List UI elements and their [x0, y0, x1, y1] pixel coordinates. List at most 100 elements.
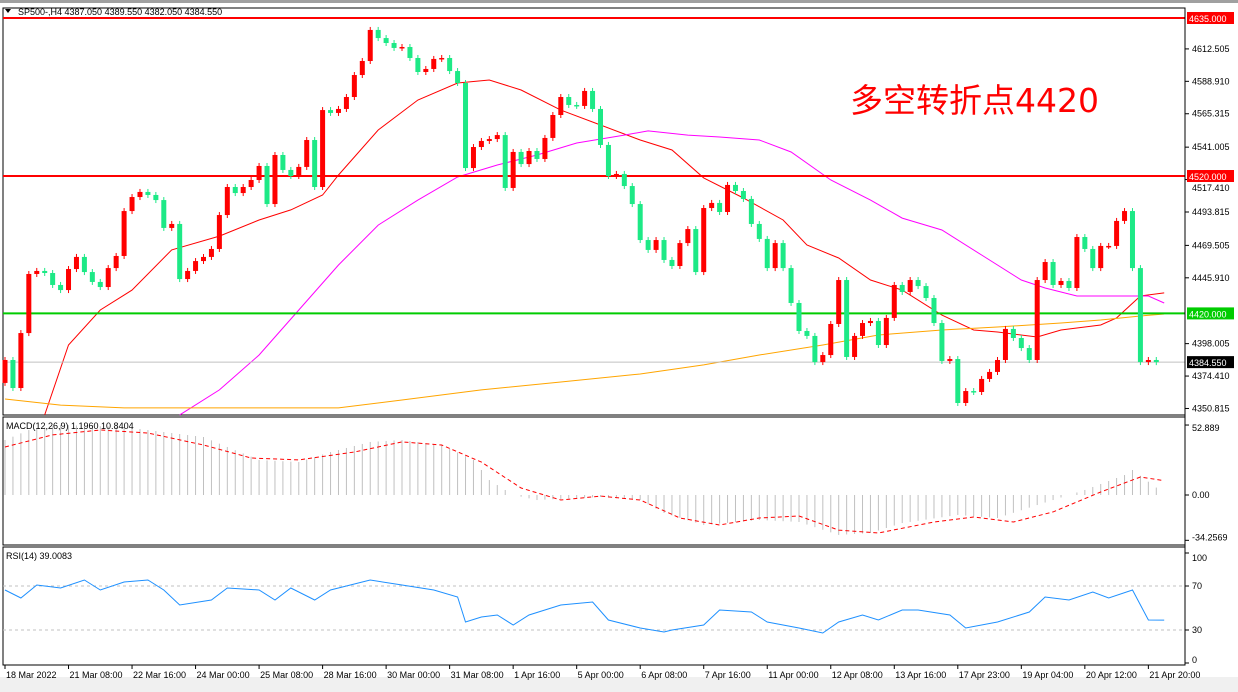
candle-body [1122, 211, 1128, 221]
candle-131 [1042, 259, 1048, 284]
time-tick-label: 20 Apr 12:00 [1086, 670, 1137, 680]
bottom-strip [0, 677, 1238, 692]
collapse-triangle-icon[interactable] [5, 9, 11, 13]
candle-43 [343, 94, 349, 112]
time-tick-label: 12 Apr 08:00 [832, 670, 883, 680]
candle-body [796, 302, 802, 331]
price-panel[interactable]: 4612.505 4588.910 4565.315 4541.005 4517.410… [2, 7, 1235, 416]
candle-26 [208, 245, 214, 260]
candle-5 [42, 267, 48, 277]
candle-body [264, 165, 270, 205]
candle-body [1034, 280, 1040, 360]
candle-body [645, 240, 651, 250]
candle-body [717, 202, 723, 213]
candle-78 [621, 170, 627, 190]
time-tick-label: 31 Mar 08:00 [451, 670, 504, 680]
candle-71 [566, 94, 572, 108]
candle-90 [717, 199, 723, 216]
candle-body [1002, 328, 1008, 360]
price-tick-label: 4398.005 [1192, 339, 1230, 349]
price-tick-label: 4588.910 [1192, 76, 1230, 86]
candle-body [939, 323, 945, 361]
candle-body [844, 280, 850, 357]
candle-body [693, 229, 699, 273]
rsi-panel[interactable]: 100 70 30 0 [2, 546, 1207, 666]
level-label: 4520.000 [1189, 172, 1227, 182]
candle-body [240, 187, 246, 194]
macd-header: MACD(12,26,9) 1.1960 10.8404 [6, 421, 134, 431]
candle-body [1018, 338, 1024, 349]
time-tick-label: 25 Mar 08:00 [260, 670, 313, 680]
candle-124 [987, 368, 993, 382]
candle-68 [542, 134, 548, 162]
candle-122 [971, 388, 977, 396]
candle-56 [447, 54, 453, 75]
candle-112 [891, 281, 897, 321]
candle-body [320, 110, 326, 188]
candle-96 [764, 235, 770, 272]
macd-plot-area [2, 416, 1186, 546]
candle-135 [1074, 234, 1080, 291]
rsi-tick-label: 30 [1192, 625, 1202, 635]
candle-42 [335, 105, 341, 116]
candle-body [883, 317, 889, 346]
candle-100 [796, 299, 802, 334]
candle-body [161, 200, 167, 228]
candle-body [1050, 262, 1056, 285]
candle-body [208, 248, 214, 257]
candle-body [272, 154, 278, 205]
candle-13 [105, 265, 111, 291]
candle-body [725, 184, 731, 213]
candle-body [669, 259, 675, 267]
candle-body [756, 223, 762, 239]
macd-tick-label: 52.889 [1192, 423, 1220, 433]
candle-101 [804, 327, 810, 339]
candle-25 [201, 253, 206, 265]
candle-body [2, 359, 8, 383]
candle-body [804, 330, 810, 336]
candle-15 [121, 208, 127, 259]
candle-114 [907, 277, 913, 295]
candle-140 [1114, 217, 1120, 249]
candle-body [987, 371, 993, 379]
candle-body [407, 46, 413, 58]
candle-62 [494, 132, 500, 143]
time-tick-label: 21 Mar 08:00 [70, 670, 123, 680]
time-tick-label: 5 Apr 00:00 [578, 670, 624, 680]
candle-body [1058, 280, 1064, 285]
candle-142 [1129, 208, 1135, 272]
candle-body [1042, 262, 1048, 281]
candle-91 [725, 181, 731, 216]
candle-32 [256, 162, 262, 183]
candle-34 [272, 151, 278, 208]
macd-panel[interactable]: 52.889 0.00 -34.2569 [2, 416, 1228, 546]
rsi-tick-label: 100 [1192, 553, 1207, 563]
candle-23 [185, 267, 191, 283]
candle-body [653, 240, 659, 250]
time-tick-label: 7 Apr 16:00 [705, 670, 751, 680]
candle-120 [955, 356, 961, 406]
candle-20 [161, 197, 167, 231]
candle-24 [193, 258, 199, 274]
candle-body [661, 240, 667, 260]
time-tick-label: 21 Apr 20:00 [1149, 670, 1200, 680]
candle-body [566, 97, 572, 105]
candle-body [478, 140, 484, 148]
level-label-bg [1187, 170, 1234, 183]
candle-67 [534, 148, 540, 162]
candle-body [979, 378, 985, 393]
candle-19 [153, 191, 159, 204]
candle-body [1026, 348, 1032, 360]
candle-body [415, 57, 421, 72]
candle-body [121, 211, 127, 256]
candle-body [732, 184, 738, 191]
candle-body [526, 151, 532, 165]
candle-54 [431, 55, 437, 72]
level-label: 4635.000 [1189, 14, 1227, 24]
candle-126 [1002, 325, 1008, 363]
candle-80 [637, 201, 643, 244]
moving-average-ma_slow [4, 313, 1165, 409]
candle-body [105, 268, 111, 288]
candle-body [907, 280, 913, 292]
